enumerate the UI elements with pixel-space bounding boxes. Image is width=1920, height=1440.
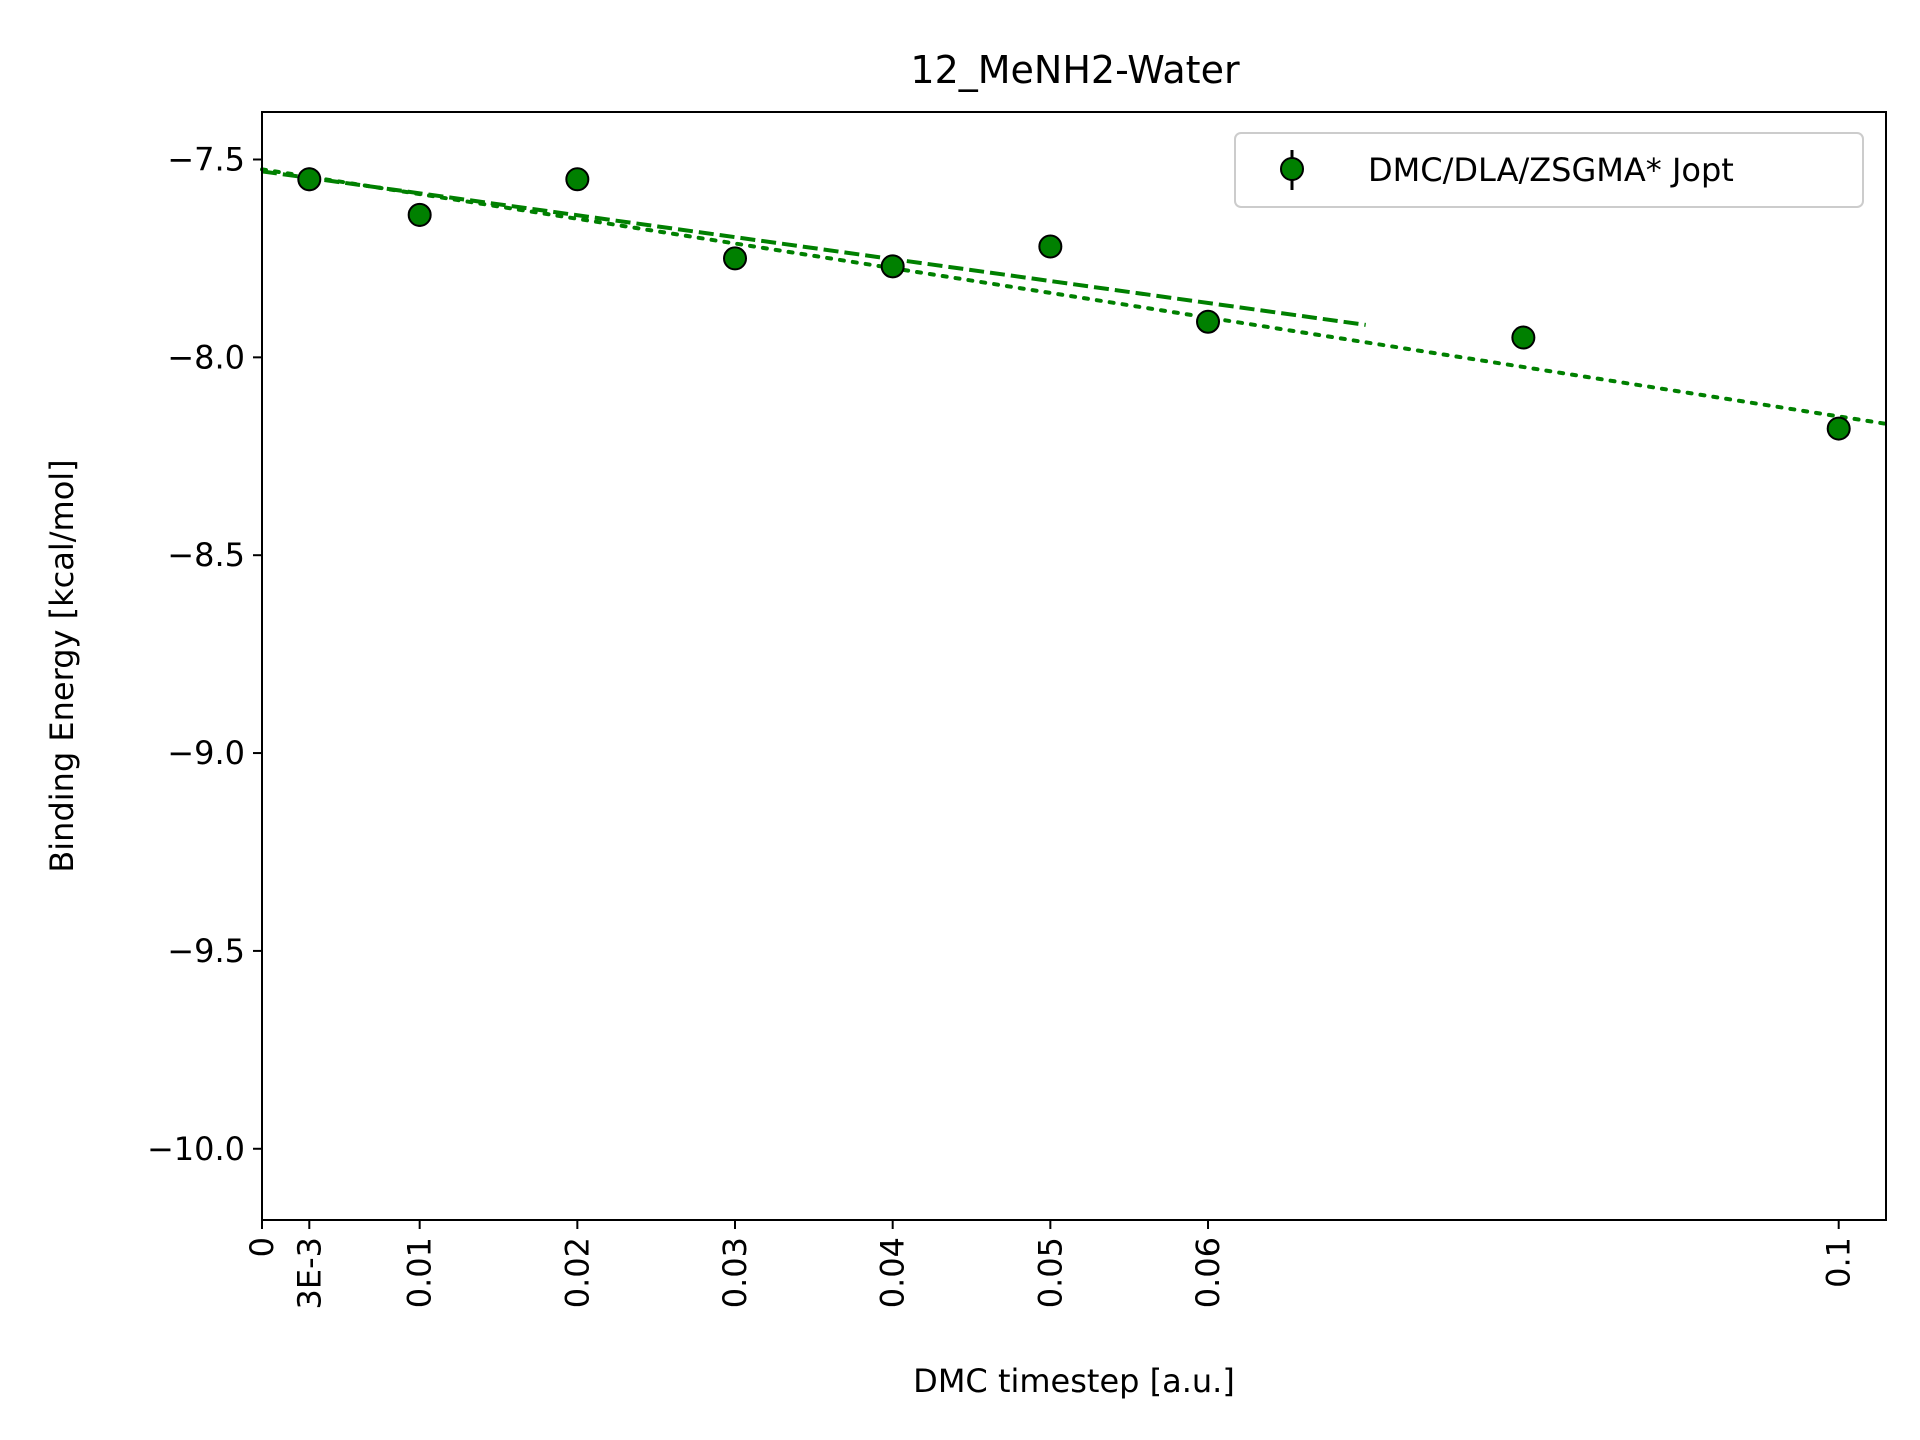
data-point <box>1196 309 1221 334</box>
x-tick-label: 0 <box>243 1237 281 1257</box>
y-tick-label: −9.5 <box>167 932 245 970</box>
y-axis: −7.5 −8.0 −8.5 −9.0 −9.5 −10.0 <box>147 140 262 1168</box>
data-points <box>297 167 1851 441</box>
y-tick-label: −10.0 <box>147 1130 245 1168</box>
fit-line-dashed <box>261 169 1366 327</box>
x-tick-label: 0.1 <box>1820 1237 1858 1288</box>
fit-lines <box>260 167 1888 426</box>
x-tick-label: 0.03 <box>716 1237 754 1308</box>
data-point <box>1826 416 1851 441</box>
data-point <box>407 202 432 227</box>
x-axis-label: DMC timestep [a.u.] <box>913 1362 1235 1400</box>
y-tick-label: −9.0 <box>167 734 245 772</box>
data-point <box>723 246 748 271</box>
plot-background <box>262 112 1886 1220</box>
legend: DMC/DLA/ZSGMA* Jopt <box>1234 132 1864 208</box>
y-tick-label: −8.0 <box>167 338 245 376</box>
x-tick-label: 0.02 <box>558 1237 596 1308</box>
fit-line-dotted <box>260 167 1888 426</box>
x-tick-label: 0.05 <box>1031 1237 1069 1308</box>
data-point <box>1511 325 1536 350</box>
x-tick-label: 3E-3 <box>290 1237 328 1309</box>
y-tick-label: −7.5 <box>167 140 245 178</box>
legend-box <box>1234 132 1864 208</box>
data-point <box>565 167 590 192</box>
x-tick-label: 0.06 <box>1189 1237 1227 1308</box>
legend-marker <box>1280 157 1304 181</box>
x-axis: 0 3E-3 0.01 0.02 0.03 0.04 0.05 0.06 0.1 <box>243 1220 1858 1309</box>
data-point <box>1038 234 1063 259</box>
plot-area <box>260 111 1888 1221</box>
chart-title: 12_MeNH2-Water <box>910 48 1240 92</box>
data-point <box>297 167 322 192</box>
plot-frame <box>261 111 1887 1221</box>
legend-label: DMC/DLA/ZSGMA* Jopt <box>1368 151 1734 189</box>
x-tick-label: 0.01 <box>401 1237 439 1308</box>
data-point <box>880 254 905 279</box>
y-tick-label: −8.5 <box>167 536 245 574</box>
x-tick-label: 0.04 <box>874 1237 912 1308</box>
y-axis-label: Binding Energy [kcal/mol] <box>43 459 81 872</box>
